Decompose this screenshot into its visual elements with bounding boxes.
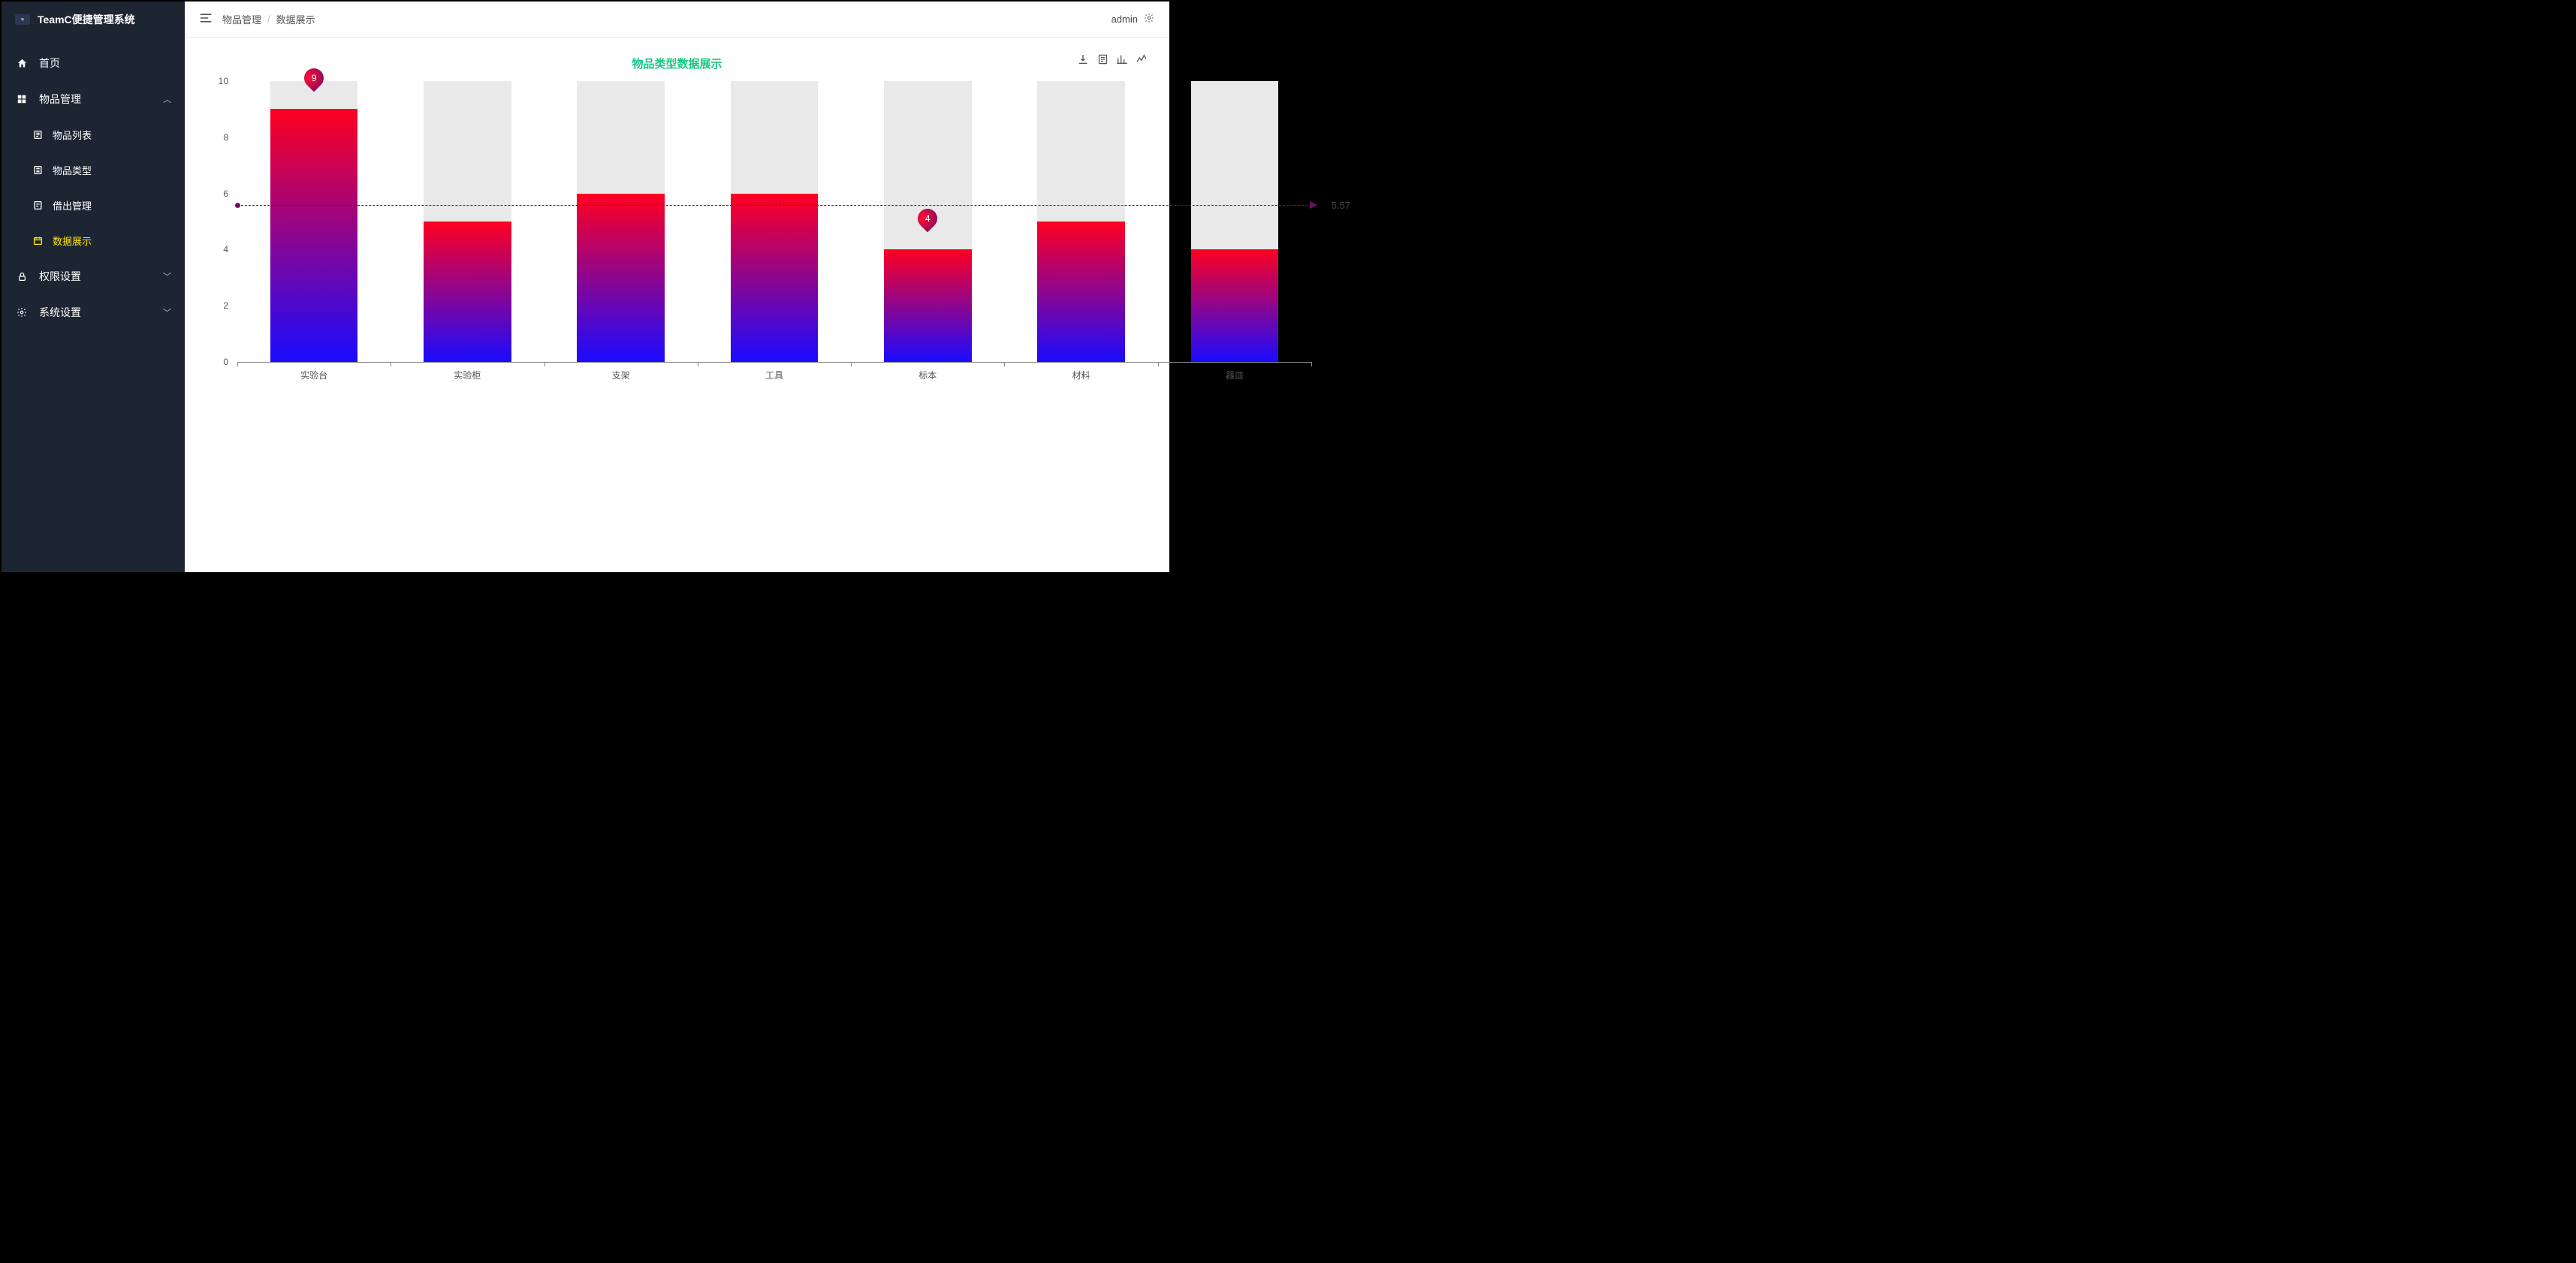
chart-plot: 0246810实验台实验柜支架工具标本材料器皿5.5794 — [237, 81, 1311, 362]
markpoint-label: 9 — [312, 73, 317, 83]
user-name: admin — [1112, 14, 1138, 25]
y-tick: 4 — [209, 244, 228, 255]
nav-goods-label: 物品管理 — [39, 92, 81, 107]
x-tick — [544, 362, 545, 366]
nav-perm[interactable]: 权限设置 ﹀ — [2, 258, 185, 294]
bar-6[interactable] — [1191, 249, 1278, 362]
nav-goods-lend-label: 借出管理 — [53, 198, 92, 213]
x-tick — [1004, 362, 1005, 366]
settings-icon[interactable] — [1144, 13, 1154, 26]
x-tick — [1311, 362, 1312, 366]
sidebar: ≈ TeamC便捷管理系统 首页 物品管理 ︿ — [2, 2, 185, 572]
gear-icon — [15, 307, 29, 318]
markline-arrow-icon — [1310, 201, 1317, 209]
x-label: 实验柜 — [454, 369, 481, 381]
bar-1[interactable] — [424, 222, 511, 362]
x-tick — [851, 362, 852, 366]
toolbox-bar-icon[interactable] — [1115, 53, 1129, 66]
toolbox-dataview-icon[interactable] — [1096, 53, 1109, 66]
nav-goods-type-label: 物品类型 — [53, 163, 92, 177]
bar-4[interactable] — [884, 249, 971, 362]
nav-goods-list[interactable]: 物品列表 — [2, 117, 185, 152]
nav-home[interactable]: 首页 — [2, 45, 185, 81]
y-tick: 10 — [209, 76, 228, 86]
brand-title: TeamC便捷管理系统 — [38, 12, 135, 27]
user-area[interactable]: admin — [1112, 13, 1154, 26]
x-label: 实验台 — [300, 369, 327, 381]
nav-goods-lend[interactable]: 借出管理 — [2, 188, 185, 223]
watermark: CSDN @墨水记忆 — [2505, 1248, 2571, 1260]
y-tick: 0 — [209, 357, 228, 367]
markpoint-label: 4 — [925, 213, 931, 224]
markpoint: 9 — [304, 68, 324, 88]
nav-goods-sub: 物品列表 物品类型 借出管理 — [2, 117, 185, 258]
lock-icon — [15, 272, 29, 282]
x-label: 工具 — [765, 369, 783, 381]
markpoint: 4 — [918, 209, 937, 228]
x-tick — [237, 362, 238, 366]
home-icon — [15, 58, 29, 69]
x-label: 器皿 — [1226, 369, 1244, 381]
y-tick: 6 — [209, 188, 228, 199]
topbar: 物品管理 / 数据展示 admin — [185, 2, 1169, 38]
nav-goods-data-label: 数据展示 — [53, 234, 92, 248]
nav: 首页 物品管理 ︿ 物品列表 — [2, 38, 185, 330]
chart-toolbox — [1076, 53, 1148, 66]
main: 物品管理 / 数据展示 admin 物品类型数据展示 — [185, 2, 1169, 572]
breadcrumb-a[interactable]: 物品管理 — [222, 12, 261, 26]
bar-2[interactable] — [577, 194, 664, 362]
hamburger-icon[interactable] — [200, 13, 212, 26]
x-axis — [237, 362, 1311, 363]
doc-icon — [32, 165, 44, 175]
nav-sys-label: 系统设置 — [39, 305, 81, 320]
chevron-down-icon: ﹀ — [163, 270, 171, 282]
toolbox-download-icon[interactable] — [1076, 53, 1090, 66]
bar-0[interactable] — [270, 109, 357, 362]
calendar-icon — [32, 236, 44, 246]
nav-goods-list-label: 物品列表 — [53, 128, 92, 142]
x-label: 材料 — [1072, 369, 1090, 381]
doc2-icon — [32, 200, 44, 210]
nav-goods-data[interactable]: 数据展示 — [2, 223, 185, 258]
nav-home-label: 首页 — [39, 56, 60, 71]
chart-area: 物品类型数据展示 0246810实验台实验柜支架工具标本材料器皿5.5794 — [185, 38, 1169, 572]
y-tick: 8 — [209, 132, 228, 143]
grid-icon — [15, 94, 29, 104]
x-tick — [1158, 362, 1159, 366]
nav-perm-label: 权限设置 — [39, 269, 81, 284]
y-tick: 2 — [209, 300, 228, 311]
list-icon — [32, 130, 44, 140]
chevron-down-icon: ﹀ — [163, 306, 171, 318]
toolbox-line-icon[interactable] — [1135, 53, 1148, 66]
nav-sys[interactable]: 系统设置 ﹀ — [2, 294, 185, 330]
app-root: ≈ TeamC便捷管理系统 首页 物品管理 ︿ — [0, 0, 1171, 574]
nav-goods[interactable]: 物品管理 ︿ — [2, 81, 185, 117]
bar-5[interactable] — [1037, 222, 1124, 362]
breadcrumb-b: 数据展示 — [276, 12, 315, 26]
markline-start-dot — [235, 203, 240, 208]
nav-goods-type[interactable]: 物品类型 — [2, 152, 185, 188]
brand-logo: ≈ — [15, 14, 30, 25]
bar-3[interactable] — [731, 194, 818, 362]
markline-label: 5.57 — [1332, 200, 1350, 211]
x-label: 支架 — [612, 369, 630, 381]
x-label: 标本 — [918, 369, 937, 381]
chart-title: 物品类型数据展示 — [632, 56, 722, 71]
brand: ≈ TeamC便捷管理系统 — [2, 2, 185, 38]
breadcrumb-sep: / — [267, 14, 270, 25]
chevron-up-icon: ︿ — [163, 93, 171, 105]
